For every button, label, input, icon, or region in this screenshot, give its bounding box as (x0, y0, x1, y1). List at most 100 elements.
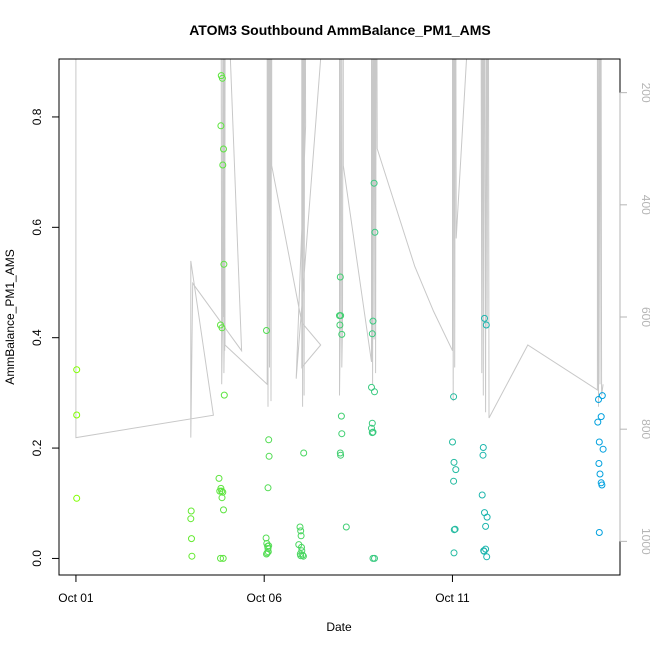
data-point (297, 532, 305, 540)
data-point (218, 487, 226, 495)
data-point (263, 550, 270, 558)
data-point (336, 321, 344, 329)
data-point (450, 393, 458, 401)
data-point (263, 327, 270, 334)
data-point (452, 466, 460, 474)
x-axis: Oct 01 Oct 06 Oct 11 (58, 574, 470, 605)
y-axis: 0.0 0.2 0.4 0.6 0.8 (30, 108, 60, 567)
data-point (450, 477, 458, 485)
data-point (368, 330, 376, 338)
data-point (479, 444, 487, 451)
chart-title: ATOM3 Southbound AmmBalance_PM1_AMS (189, 22, 491, 38)
right-tick-label: 400 (639, 195, 650, 215)
data-point (337, 312, 345, 320)
data-point (595, 460, 603, 467)
data-point (369, 317, 377, 325)
data-point (450, 549, 458, 557)
data-point (73, 411, 81, 419)
data-point (368, 429, 376, 437)
data-point (187, 507, 195, 515)
data-point (368, 419, 376, 427)
data-point (297, 552, 305, 560)
data-point (297, 527, 305, 535)
data-point (599, 445, 607, 453)
data-point (481, 314, 488, 322)
data-point (264, 484, 272, 492)
data-point (595, 396, 602, 403)
data-point (338, 330, 346, 338)
data-point (217, 122, 225, 130)
right-tick-label: 1000 (639, 528, 650, 555)
data-point (368, 383, 375, 391)
data-point (219, 488, 227, 496)
data-point (265, 436, 273, 444)
data-point (220, 260, 228, 268)
y-axis-label: AmmBalance_PM1_AMS (3, 249, 17, 384)
data-point (482, 522, 490, 530)
data-point (595, 529, 603, 536)
data-point (598, 392, 606, 400)
data-point (215, 474, 223, 482)
data-point (265, 452, 273, 460)
data-point (479, 451, 487, 459)
data-point (220, 506, 227, 514)
data-point (217, 554, 224, 562)
data-point (598, 481, 606, 489)
background-series-lines (75, 59, 604, 439)
y-tick-label: 0.2 (30, 439, 44, 456)
data-point (220, 391, 228, 399)
x-tick-label: Oct 06 (247, 591, 283, 605)
data-point (481, 509, 488, 517)
data-point (338, 430, 346, 438)
right-axis: 200 400 600 800 1000 (619, 83, 650, 555)
data-point (299, 552, 307, 560)
data-point (371, 554, 378, 562)
data-point (371, 388, 378, 396)
data-point (73, 494, 81, 502)
data-point (371, 228, 379, 236)
data-point (263, 540, 271, 547)
data-point (450, 526, 458, 534)
data-point (483, 553, 491, 561)
data-point (342, 523, 350, 531)
data-point (450, 458, 458, 466)
data-point (264, 548, 272, 556)
y-tick-label: 0.0 (30, 550, 44, 567)
data-point (188, 552, 196, 560)
background-series-line (75, 59, 604, 439)
data-point (482, 321, 490, 329)
x-tick-label: Oct 11 (435, 591, 470, 605)
data-point (597, 413, 605, 421)
data-point (263, 549, 271, 557)
right-tick-label: 200 (639, 83, 650, 103)
data-point (187, 515, 195, 523)
data-point (478, 491, 486, 499)
y-tick-label: 0.4 (30, 329, 44, 346)
data-point (595, 438, 603, 446)
data-point (449, 438, 456, 446)
right-tick-label: 600 (639, 307, 650, 327)
data-point (73, 366, 81, 374)
data-point (296, 523, 304, 531)
x-axis-label: Date (326, 620, 352, 634)
data-point (483, 513, 491, 521)
right-tick-label: 800 (639, 419, 650, 439)
data-point (596, 470, 604, 478)
data-point (370, 179, 378, 187)
data-point (188, 535, 195, 543)
data-point (220, 145, 227, 153)
data-point (298, 543, 305, 551)
data-point (337, 451, 345, 459)
data-point (219, 161, 227, 169)
y-tick-label: 0.6 (30, 219, 44, 236)
data-point (218, 324, 226, 332)
data-point (219, 554, 227, 562)
data-point (218, 74, 226, 82)
x-tick-label: Oct 01 (58, 591, 94, 605)
data-point (337, 412, 345, 420)
data-point (480, 547, 488, 555)
data-point (336, 273, 344, 281)
data-point (368, 424, 375, 432)
scatter-points (73, 72, 607, 562)
